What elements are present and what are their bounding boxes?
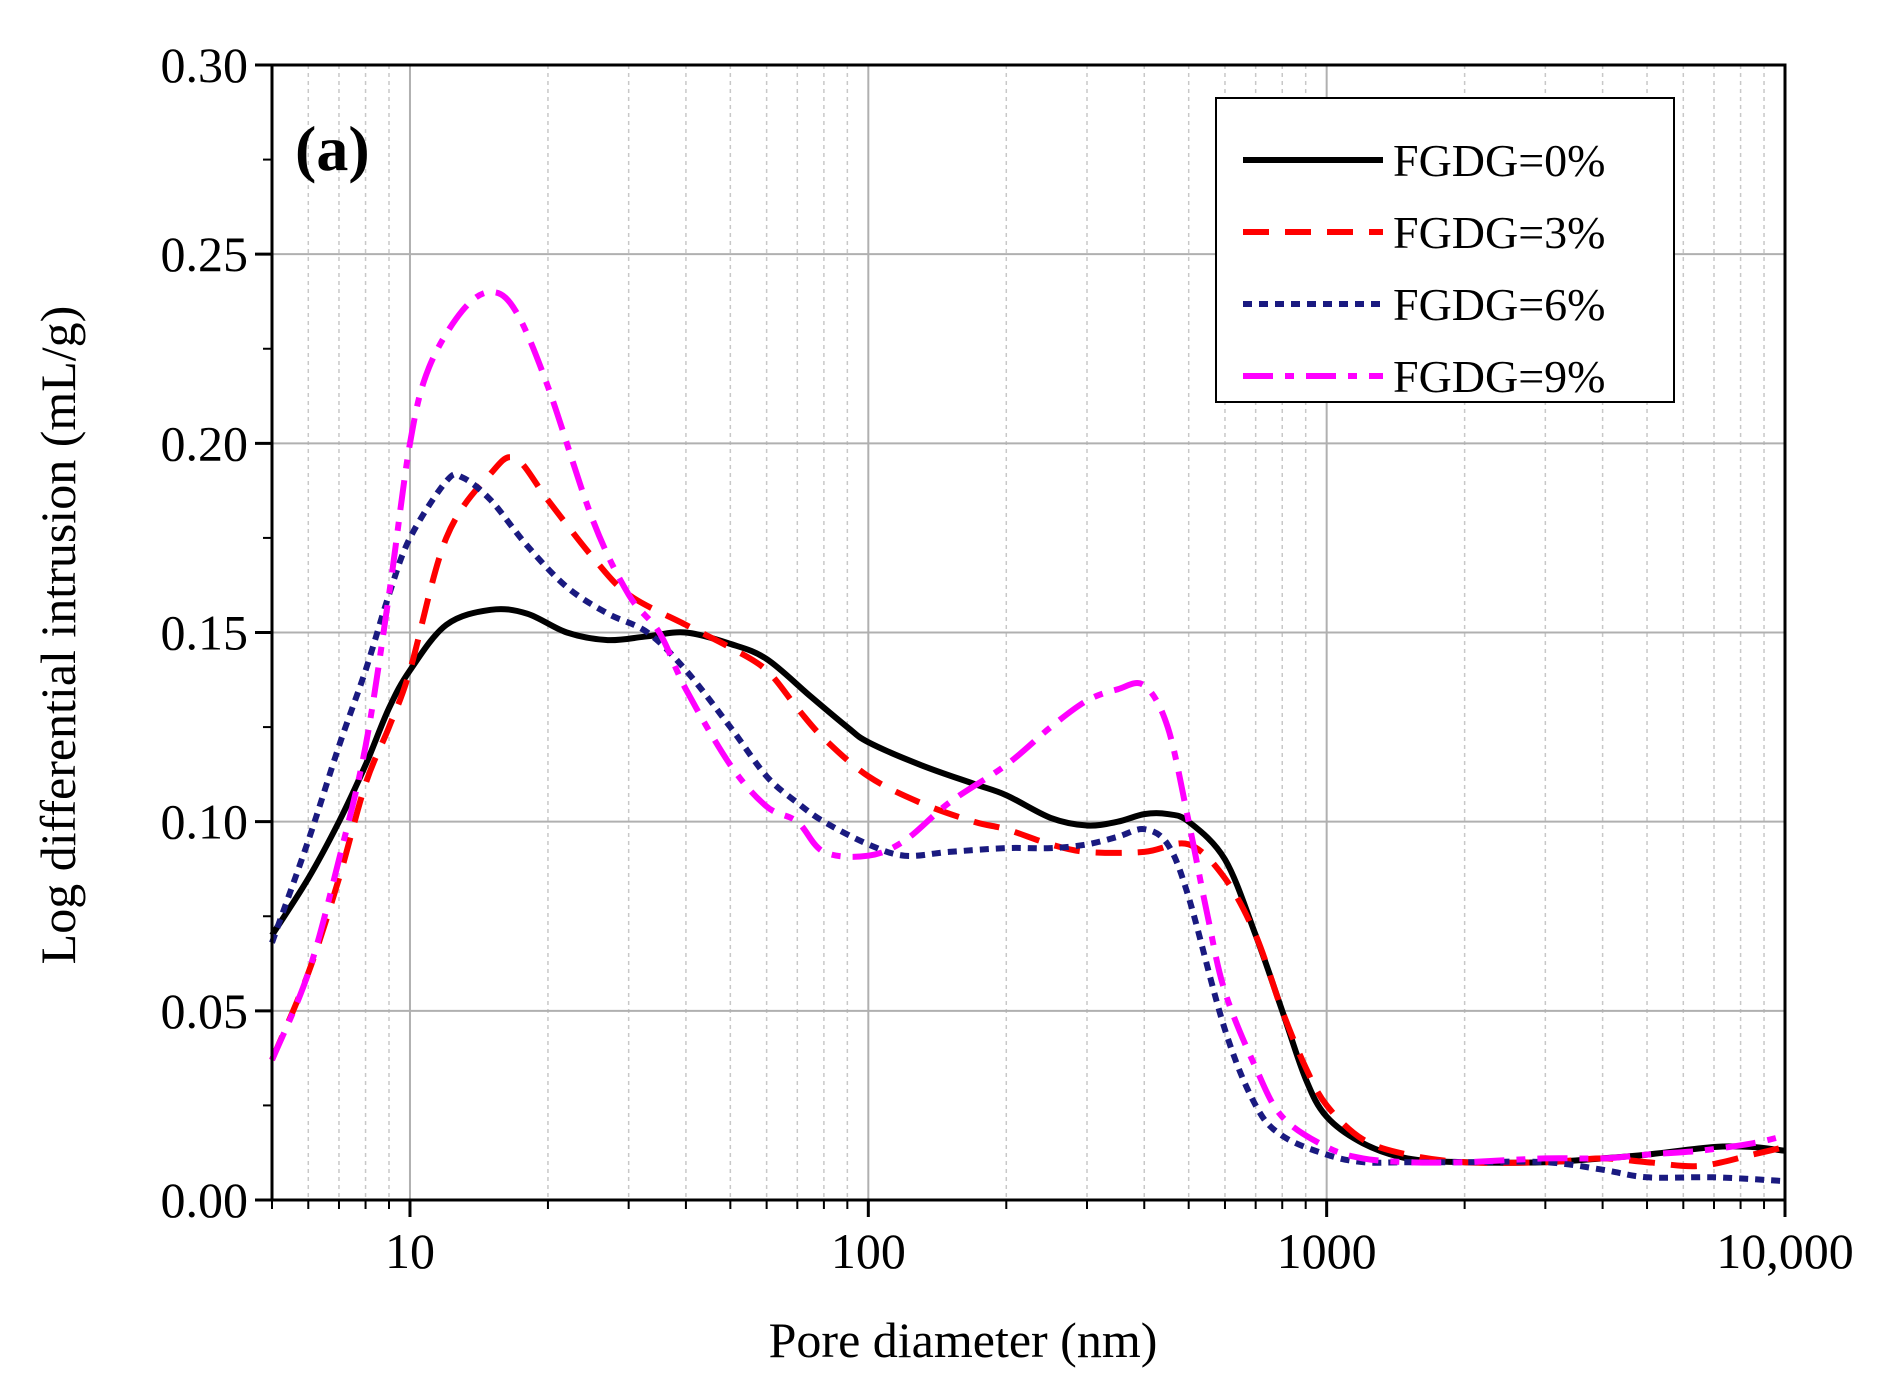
grid-layer [271, 65, 1785, 1200]
y-tick-label: 0.00 [161, 1172, 249, 1228]
y-tick-label: 0.10 [161, 794, 249, 850]
y-tick-label: 0.15 [161, 605, 249, 661]
x-tick-label: 1000 [1277, 1223, 1377, 1279]
legend-label-2: FGDG=6% [1393, 279, 1606, 330]
legend-items: FGDG=0% FGDG=3% FGDG=6% FGDG=9% [1243, 135, 1606, 402]
series-layer [269, 289, 1786, 1185]
x-tick-label: 100 [831, 1223, 906, 1279]
y-tick-label: 0.25 [161, 226, 249, 282]
x-tick-label: 10 [385, 1223, 435, 1279]
legend-label-3: FGDG=9% [1393, 351, 1606, 402]
y-axis-title: Log differential intrusion (mL/g) [30, 306, 86, 965]
series-line-3 [269, 289, 1786, 1166]
y-tick-label: 0.30 [161, 37, 249, 93]
x-axis-title: Pore diameter (nm) [769, 1312, 1158, 1368]
legend-label-0: FGDG=0% [1393, 135, 1606, 186]
series-line-1 [269, 454, 1786, 1170]
tick-layer: 10 100 1000 10,000 0.00 0.05 0.10 0.15 0.20 0.25 0… [161, 37, 1854, 1279]
legend: FGDG=0% FGDG=3% FGDG=6% FGDG=9% [1215, 97, 1675, 403]
x-tick-label: 10,000 [1716, 1223, 1854, 1279]
legend-box [1215, 97, 1675, 403]
y-tick-label: 0.20 [161, 415, 249, 471]
panel-label: (a) [295, 113, 370, 184]
y-tick-label: 0.05 [161, 983, 249, 1039]
legend-label-1: FGDG=3% [1393, 207, 1606, 258]
